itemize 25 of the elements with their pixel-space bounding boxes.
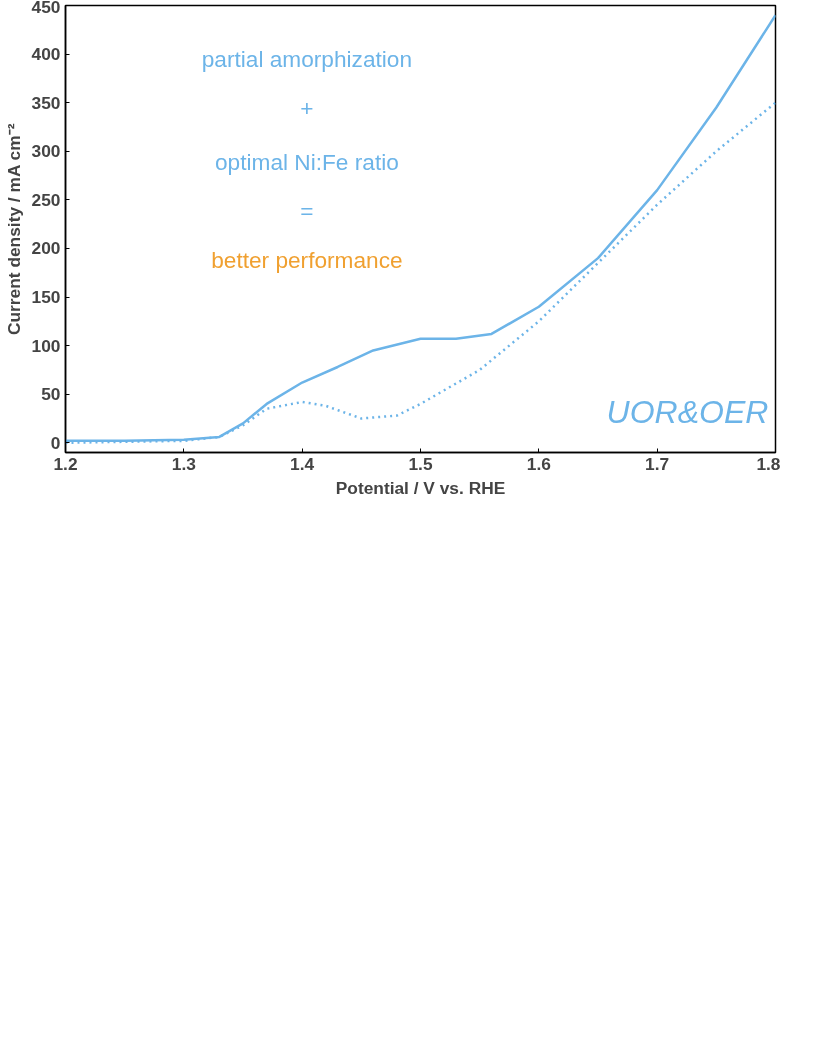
y-tick-label: 400 [31,44,61,65]
x-tick-label: 1.6 [526,453,552,474]
y-axis-title: Current density / mA cm⁻² [3,123,24,336]
y-tick-label: 0 [50,432,61,453]
annotation: UOR&OER [606,394,769,431]
x-tick-label: 1.5 [408,453,433,474]
y-tick-label: 50 [41,384,61,405]
x-axis-title: Potential / V vs. RHE [335,477,506,498]
annotation: better performance [211,247,403,274]
annotation: + [300,94,314,121]
y-tick-label: 100 [31,335,61,356]
y-tick-label: 350 [31,92,61,113]
annotation: optimal Ni:Fe ratio [214,148,399,175]
x-tick-label: 1.3 [171,453,197,474]
y-tick-label: 300 [31,141,61,162]
x-tick-label: 1.4 [290,453,315,474]
annotation: = [300,198,314,225]
y-tick-label: 250 [31,189,61,210]
x-tick-label: 1.8 [756,453,781,474]
y-tick-label: 200 [31,238,61,259]
y-tick-label: 150 [31,287,61,308]
x-tick-label: 1.2 [53,453,78,474]
annotation: partial amorphization [201,46,413,73]
x-tick-label: 1.7 [645,453,670,474]
y-tick-label: 450 [31,0,61,17]
